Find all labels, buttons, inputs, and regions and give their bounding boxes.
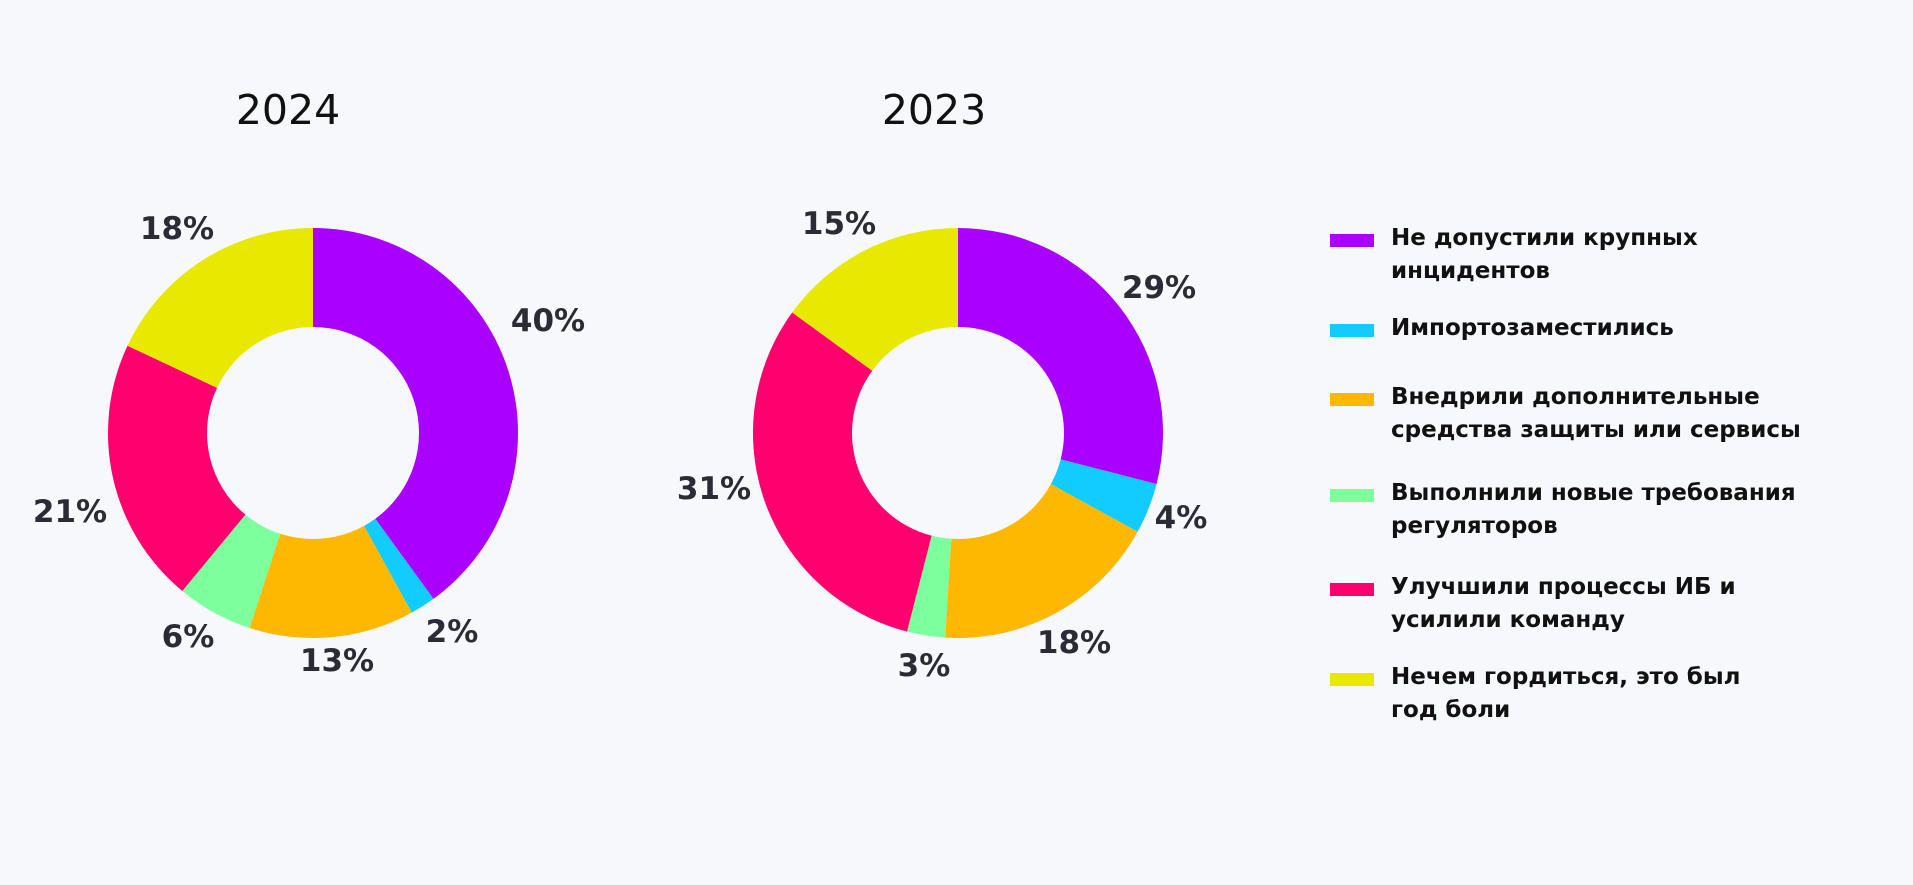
donut-slice	[945, 484, 1138, 638]
data-label: 29%	[1121, 270, 1197, 306]
legend-swatch	[1330, 489, 1374, 502]
data-label: 15%	[801, 206, 877, 242]
donut-slice	[1050, 459, 1157, 532]
donut-slice	[792, 228, 958, 371]
legend-label: Нечем гордиться, это был год боли	[1391, 664, 1741, 723]
data-label: 13%	[299, 643, 375, 679]
legend-item: Не допустили крупных инцидентов	[1330, 222, 1851, 288]
donut-slice	[364, 518, 434, 613]
legend-swatch	[1330, 393, 1374, 406]
legend-item: Улучшили процессы ИБ и усилили команду	[1330, 571, 1851, 637]
legend-swatch	[1330, 234, 1374, 247]
data-label: 2%	[425, 614, 479, 650]
legend-swatch	[1330, 324, 1374, 337]
data-label: 21%	[32, 494, 108, 530]
data-label: 18%	[1036, 625, 1112, 661]
legend-item: Нечем гордиться, это был год боли	[1330, 661, 1851, 727]
donut-slice	[753, 312, 932, 632]
data-label: 3%	[897, 648, 951, 684]
donut-slice	[108, 345, 246, 591]
donut-slice	[249, 525, 412, 638]
donut-slice	[182, 514, 281, 628]
data-label: 40%	[510, 303, 586, 339]
legend-item: Выполнили новые требования регуляторов	[1330, 477, 1851, 543]
donut-2023	[753, 228, 1163, 638]
legend-label: Не допустили крупных инцидентов	[1391, 225, 1698, 284]
data-label: 18%	[139, 211, 215, 247]
donut-2024	[108, 228, 518, 638]
legend-label: Выполнили новые требования регуляторов	[1391, 480, 1796, 539]
legend-swatch	[1330, 673, 1374, 686]
data-label: 6%	[161, 619, 215, 655]
data-label: 4%	[1154, 500, 1208, 536]
chart-title-2024: 2024	[235, 86, 341, 134]
legend: Не допустили крупных инцидентов Импортоз…	[1330, 222, 1851, 727]
legend-label: Внедрили дополнительные средства защиты …	[1391, 384, 1801, 443]
legend-label: Импортозаместились	[1391, 315, 1674, 341]
legend-swatch	[1330, 583, 1374, 596]
donut-slice	[907, 535, 952, 638]
donut-slice	[313, 228, 518, 599]
data-label: 31%	[676, 471, 752, 507]
donut-slice	[127, 228, 313, 388]
legend-item: Внедрили дополнительные средства защиты …	[1330, 381, 1851, 447]
legend-label: Улучшили процессы ИБ и усилили команду	[1391, 574, 1736, 633]
chart-title-2023: 2023	[881, 86, 987, 134]
donut-slice	[958, 228, 1163, 484]
legend-item: Импортозаместились	[1330, 312, 1851, 345]
